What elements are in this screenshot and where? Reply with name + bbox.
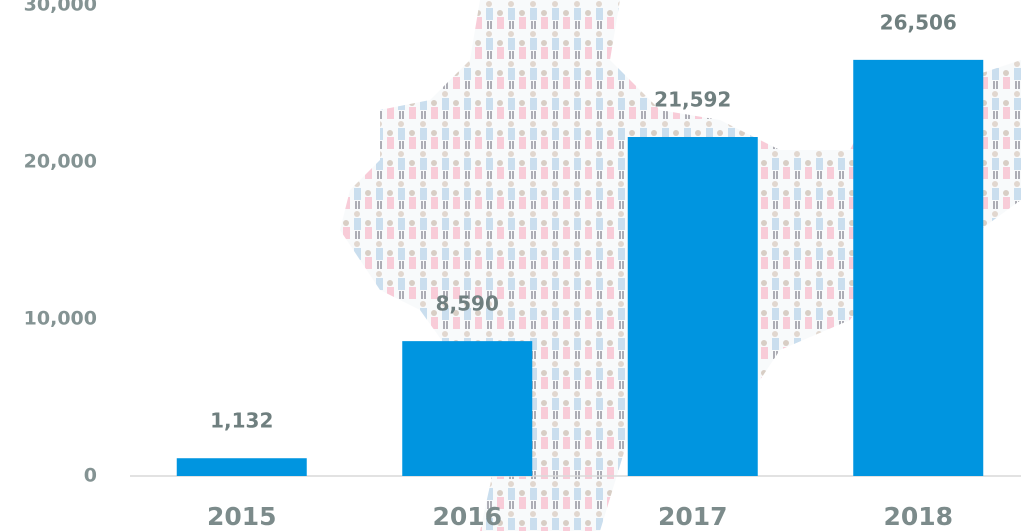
bar <box>402 341 532 476</box>
y-tick-label: 20,000 <box>24 151 97 173</box>
chart: 0 10,000 20,000 30,000 2015 1,132 2016 8,590 201… <box>0 0 1021 531</box>
value-label: 21,592 <box>654 88 731 112</box>
x-tick-label: 2015 <box>207 502 277 531</box>
x-tick-label: 2017 <box>658 502 728 531</box>
x-tick-label: 2018 <box>883 502 953 531</box>
bar <box>853 60 983 476</box>
y-tick-label: 30,000 <box>24 0 97 16</box>
bar <box>628 137 758 476</box>
value-label: 26,506 <box>880 10 957 34</box>
value-label: 1,132 <box>210 409 273 433</box>
value-label: 8,590 <box>436 292 499 316</box>
x-tick-label: 2016 <box>432 502 502 531</box>
y-tick-label: 0 <box>84 465 97 487</box>
y-tick-label: 10,000 <box>24 308 97 330</box>
bar <box>177 458 307 476</box>
